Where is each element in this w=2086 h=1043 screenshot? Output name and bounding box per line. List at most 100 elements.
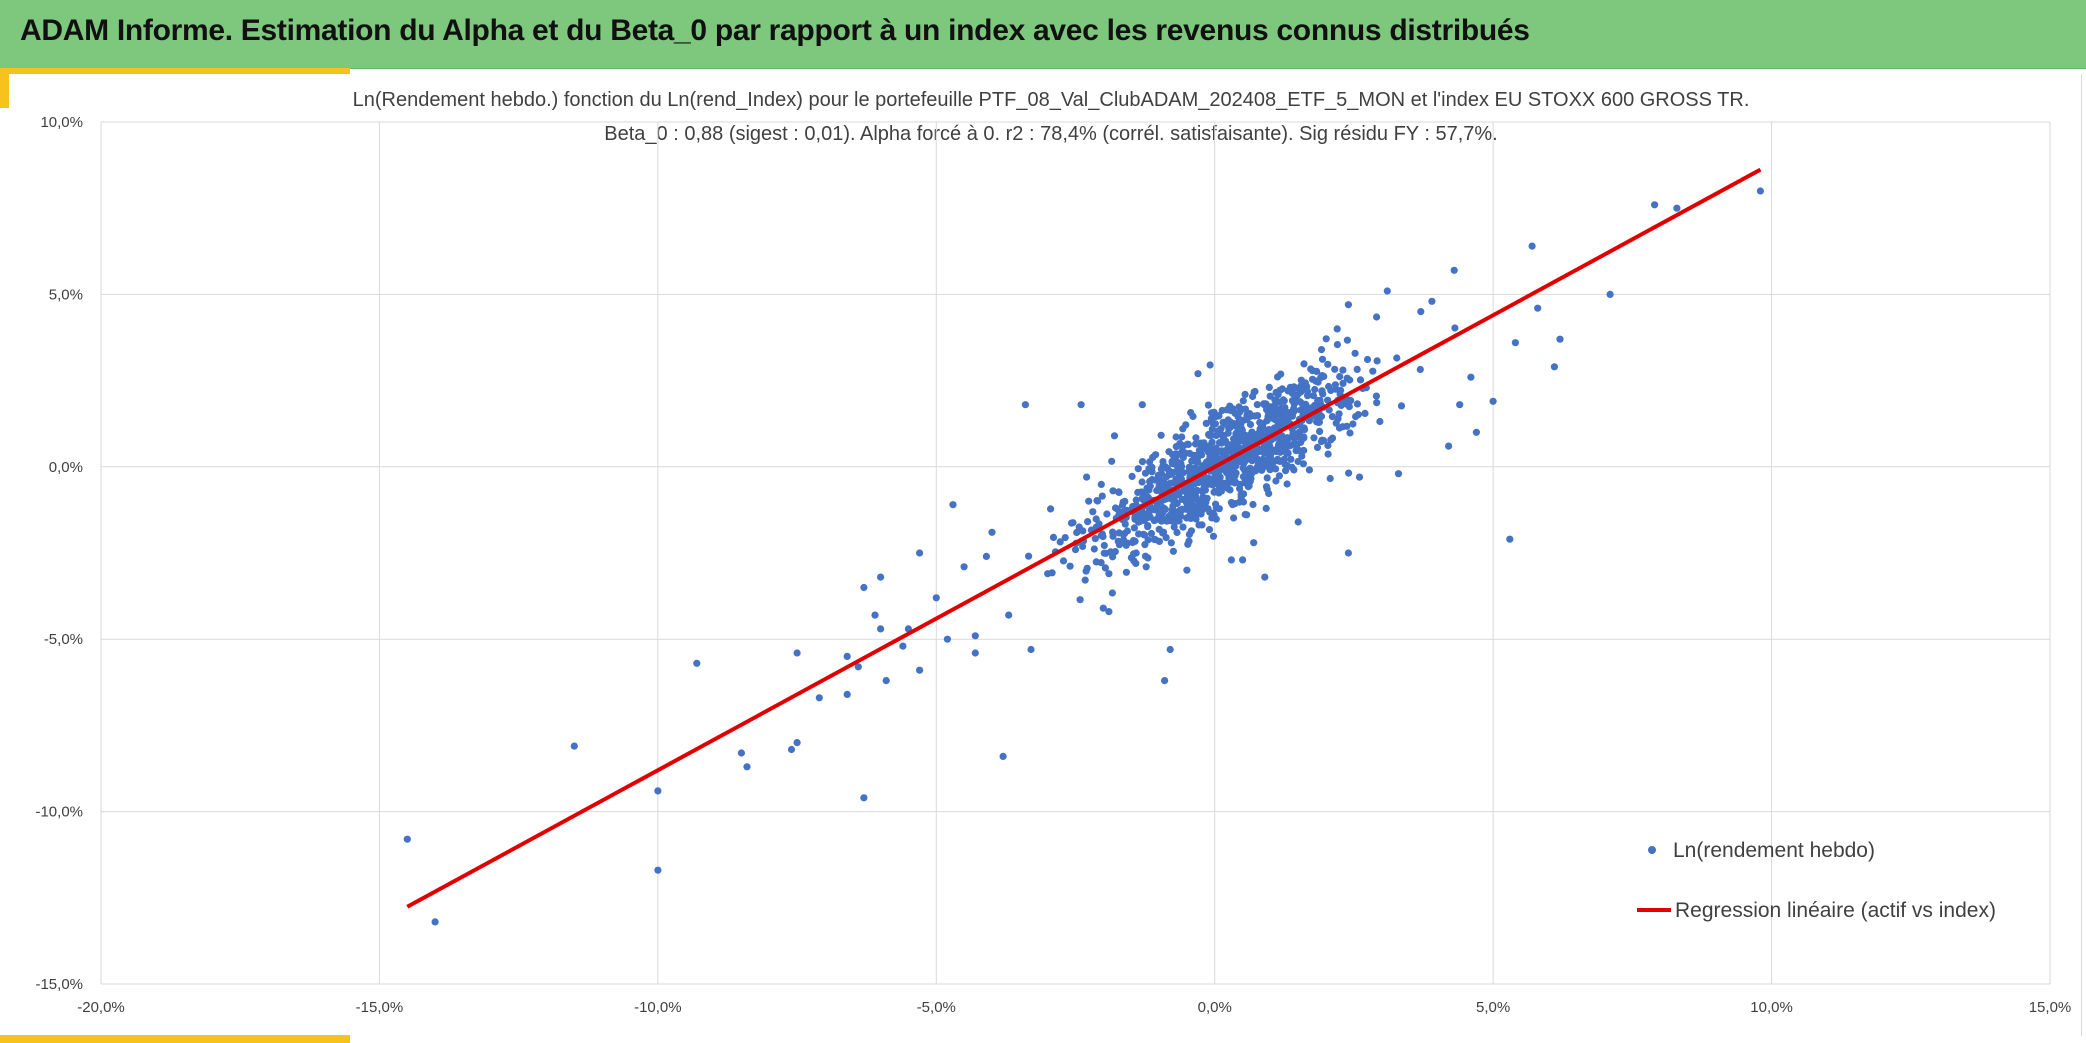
data-point — [1025, 552, 1033, 560]
data-point — [1183, 566, 1191, 574]
data-point — [693, 659, 701, 667]
data-point — [1166, 645, 1174, 654]
x-tick-label: -5,0% — [917, 999, 956, 1016]
data-point — [1303, 387, 1312, 396]
data-point — [1235, 403, 1243, 411]
data-point — [1309, 392, 1317, 400]
data-point — [1372, 392, 1380, 400]
data-point — [1271, 408, 1279, 416]
data-point — [1202, 419, 1210, 427]
data-point — [1290, 466, 1298, 474]
data-point — [1148, 468, 1156, 476]
data-point — [1230, 514, 1238, 522]
data-point — [1343, 374, 1351, 382]
data-point — [1307, 404, 1315, 412]
data-point — [1275, 472, 1283, 480]
data-point — [1227, 556, 1235, 564]
data-point — [1204, 401, 1212, 409]
data-point — [1005, 611, 1013, 619]
data-point — [1199, 493, 1207, 501]
data-point — [1231, 472, 1239, 480]
data-point — [1756, 187, 1764, 195]
data-point — [877, 573, 885, 581]
data-point — [1355, 473, 1364, 481]
data-point — [971, 632, 979, 640]
data-point — [899, 642, 907, 650]
data-point — [1262, 504, 1270, 512]
data-point — [1215, 439, 1224, 447]
data-point — [1246, 420, 1255, 429]
data-point — [960, 563, 968, 571]
data-point — [1122, 568, 1130, 576]
data-point — [1239, 397, 1247, 405]
data-point — [1394, 470, 1403, 478]
data-point — [1344, 301, 1352, 309]
data-point — [1259, 423, 1267, 432]
data-point — [1110, 432, 1119, 440]
data-point — [1272, 388, 1280, 396]
data-point — [1138, 401, 1146, 409]
data-point — [1176, 441, 1184, 449]
data-point — [1335, 410, 1343, 418]
data-point — [1056, 538, 1064, 546]
data-point — [1261, 400, 1269, 408]
data-point — [1047, 505, 1055, 513]
data-point — [1288, 433, 1296, 441]
data-point — [1134, 465, 1142, 473]
data-point — [1228, 446, 1236, 454]
data-point — [1281, 405, 1289, 414]
data-point — [916, 666, 924, 674]
data-point — [1363, 355, 1372, 364]
data-point — [1280, 439, 1288, 447]
data-point — [1351, 349, 1359, 357]
data-point — [1263, 406, 1271, 414]
data-point — [1079, 527, 1087, 535]
data-point — [1249, 392, 1257, 401]
data-point — [1177, 507, 1185, 515]
data-point — [1175, 517, 1183, 525]
x-tick-label: -20,0% — [77, 999, 125, 1016]
legend: Ln(rendement hebdo) Regression linéaire … — [1637, 839, 1996, 922]
data-point — [1344, 549, 1352, 557]
data-point — [1345, 469, 1353, 477]
data-point — [1277, 370, 1285, 378]
data-point — [1324, 450, 1332, 458]
data-point — [1059, 557, 1068, 565]
data-point — [982, 552, 991, 560]
data-point — [1169, 496, 1177, 504]
data-point — [1376, 417, 1384, 426]
data-point — [1186, 487, 1194, 495]
data-point — [988, 528, 996, 536]
data-point — [1339, 379, 1347, 387]
data-point — [1326, 474, 1334, 483]
data-point — [1373, 357, 1381, 365]
data-point — [1179, 425, 1187, 433]
x-tick-label: 15,0% — [2029, 999, 2072, 1016]
data-point — [1159, 529, 1167, 537]
data-point — [1324, 396, 1332, 404]
data-point — [1352, 413, 1360, 421]
data-point — [1373, 313, 1381, 321]
accent-bar-bottom — [0, 1035, 350, 1043]
x-tick-label: 10,0% — [1750, 999, 1793, 1016]
data-point — [1227, 498, 1235, 507]
data-point — [1178, 433, 1186, 441]
data-point — [1099, 604, 1107, 612]
data-point — [1245, 482, 1253, 490]
legend-point-marker — [1648, 846, 1656, 854]
data-point — [1061, 534, 1069, 542]
data-point — [1528, 242, 1536, 250]
data-point — [1187, 527, 1196, 535]
data-point — [1328, 413, 1336, 421]
data-point — [1205, 430, 1213, 439]
data-point — [1093, 497, 1101, 505]
data-point — [1116, 539, 1124, 548]
data-point — [1397, 402, 1406, 410]
data-point — [1173, 528, 1181, 537]
data-point — [1172, 433, 1180, 441]
data-point — [1325, 406, 1333, 414]
data-point — [1140, 531, 1149, 539]
data-point — [1184, 540, 1192, 548]
chart-title-line-1: Ln(Rendement hebdo.) fonction du Ln(rend… — [353, 89, 1750, 111]
data-point — [1122, 541, 1130, 549]
